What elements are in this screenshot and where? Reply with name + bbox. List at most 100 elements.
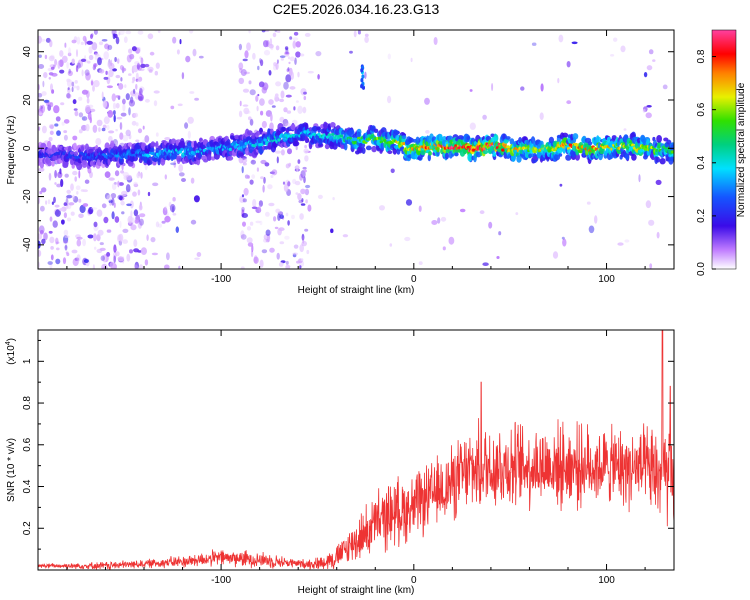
spectrogram-ridge-cell: [171, 154, 178, 160]
colorbar-tick-label: 0.6: [696, 102, 707, 116]
spectrogram-speckle: [649, 263, 653, 269]
spectrogram-speckle: [238, 110, 243, 118]
spectrogram-speckle: [38, 261, 41, 269]
spectrogram-speckle: [155, 221, 160, 228]
spectrogram-speckle: [142, 125, 145, 130]
spectrogram-speckle: [594, 215, 598, 224]
spectrogram-speckle: [50, 102, 54, 108]
spectrogram-speckle: [557, 77, 560, 84]
spectrogram-speckle: [136, 172, 140, 179]
spectrogram-speckle: [280, 90, 285, 99]
spectrogram-speckle: [539, 112, 544, 120]
spectrogram-speckle: [70, 183, 74, 191]
spectrogram-speckle: [103, 76, 109, 80]
spectrogram-speckle: [66, 204, 69, 209]
spectrogram-speckle: [49, 64, 56, 68]
spectrogram-speckle: [249, 179, 254, 185]
spectrogram-speckle: [78, 129, 83, 134]
spectrogram-ridge-core: [317, 132, 321, 136]
colorbar-tick-label: 0.8: [696, 49, 707, 63]
spectrogram-ridge-cell: [251, 132, 256, 140]
spectrogram-speckle: [45, 200, 48, 205]
snr-marks: [38, 330, 674, 570]
spectrogram-speckle: [164, 264, 170, 269]
spectrogram-speckle: [115, 102, 120, 109]
spectrogram-speckle: [112, 102, 117, 110]
spectrogram-speckle: [243, 107, 250, 115]
spectrogram-ridge-core: [263, 138, 268, 142]
spectrogram-speckle: [255, 95, 259, 102]
spectrogram-speckle: [287, 56, 291, 60]
spectrogram-speckle: [59, 168, 62, 175]
spectrogram-speckle: [638, 174, 641, 183]
spectrogram-speckle: [122, 228, 129, 233]
spectrogram-speckle: [292, 37, 299, 41]
spectrogram-speckle: [242, 58, 248, 62]
spectrogram-speckle: [106, 85, 113, 89]
spectrogram-speckle: [98, 127, 101, 132]
spectrogram-speckle: [100, 255, 106, 261]
spectrogram-speckle: [624, 239, 630, 243]
spectrogram-speckle: [276, 252, 280, 260]
spectrogram-speckle: [302, 166, 307, 170]
spectrogram-speckle: [297, 71, 300, 78]
spectrogram-marks: [38, 30, 674, 269]
spectrogram-speckle: [133, 88, 136, 95]
spectrogram-speckle: [55, 116, 61, 122]
spectrogram-ridge-cell: [73, 142, 77, 150]
spectrogram-speckle: [58, 208, 65, 212]
spectrogram-speckle: [295, 100, 299, 103]
spectrogram-ridge-cell: [655, 156, 660, 163]
spectrogram-speckle: [172, 36, 177, 44]
spectrogram-ridge-cell: [401, 135, 407, 140]
spectrogram-speckle: [99, 242, 104, 246]
spectrogram-speckle: [54, 209, 61, 217]
spectrogram-speckle: [188, 30, 194, 34]
spectrogram-speckle: [289, 86, 296, 90]
spectrogram-speckle: [115, 95, 121, 98]
spectrogram-speckle: [73, 108, 78, 111]
spectrogram-speckle: [72, 170, 78, 176]
chart-title: C2E5.2026.034.16.23.G13: [273, 1, 440, 17]
spectrogram-speckle: [238, 62, 244, 70]
spectrogram-ridge-cell: [329, 122, 336, 128]
spectrogram-ridge-cell: [666, 139, 672, 145]
spectrogram-speckle: [162, 207, 168, 216]
spectrogram-speckle: [139, 68, 145, 72]
spectrogram-speckle: [140, 57, 144, 65]
spectrogram-speckle: [102, 124, 107, 129]
spectrogram-speckle: [301, 258, 304, 262]
spectrogram-speckle: [293, 106, 296, 111]
spectrogram-ridge-cell: [420, 150, 426, 156]
spectrogram-speckle: [54, 182, 57, 185]
spectrogram-speckle: [134, 61, 140, 65]
spectrogram-speckle: [128, 73, 132, 76]
spectrogram-speckle: [315, 51, 322, 57]
spectrogram-speckle: [135, 72, 139, 81]
spectrogram-speckle: [47, 199, 51, 205]
spectrogram-speckle: [92, 64, 96, 71]
spectrogram-speckle: [88, 46, 93, 54]
spectrogram-speckle: [389, 243, 393, 247]
spectrogram-speckle: [51, 72, 58, 77]
spectrogram-ridge-cell: [90, 160, 94, 167]
spectrogram-speckle: [433, 37, 438, 45]
spectrogram-speckle: [87, 112, 92, 121]
spectrogram-speckle: [66, 79, 73, 88]
spectrogram-speckle: [41, 187, 47, 193]
spectrogram-speckle: [296, 260, 300, 264]
spectrogram-ridge-cell: [351, 137, 358, 142]
spectrogram-ridge-cell: [127, 142, 133, 147]
spectrogram-speckle: [131, 120, 137, 126]
spectrogram-speckle: [317, 74, 320, 80]
spectrogram-speckle: [54, 59, 58, 66]
spectrogram-speckle: [101, 127, 106, 132]
spectrogram-speckle: [410, 57, 413, 63]
spectrogram-speckle: [99, 69, 105, 74]
spectrogram-speckle: [264, 162, 270, 167]
spectrogram-speckle: [67, 70, 73, 77]
spectrogram-speckle: [133, 183, 139, 188]
spectrogram-speckle: [259, 98, 265, 106]
spectrogram-ridge-cell: [532, 156, 538, 160]
spectrogram-ridge-cell: [572, 133, 579, 140]
